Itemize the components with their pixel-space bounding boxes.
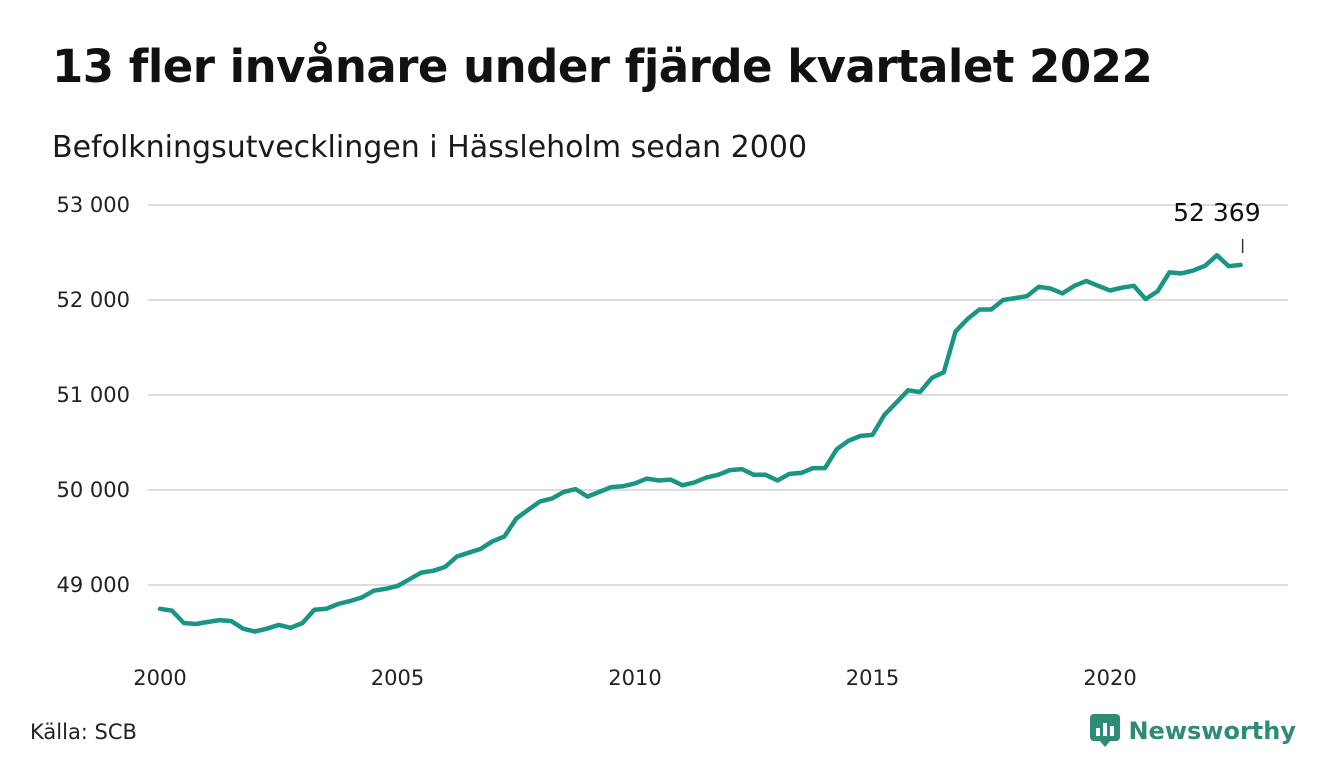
series-group [157,253,1243,634]
gridlines [148,204,1288,586]
chart-bubble-icon [1090,714,1121,747]
y-axis-labels: 49 000 50 000 51 000 52 000 53 000 [57,193,130,597]
brand-logo: Newsworthy [1090,714,1296,748]
y-tick-label: 51 000 [57,383,130,407]
chart-title: 13 fler invånare under fjärde kvartalet … [52,40,1153,93]
x-tick-label: 2020 [1083,666,1136,690]
brand-name: Newsworthy [1128,717,1296,745]
annotation-label: 52 369 [1173,198,1260,227]
series-line [157,253,1243,634]
chart-subtitle: Befolkningsutvecklingen i Hässleholm sed… [52,130,808,165]
annotations: 52 369 [1173,198,1261,253]
source-note: Källa: SCB [30,720,137,744]
y-tick-label: 53 000 [57,193,130,217]
x-tick-label: 2010 [608,666,661,690]
y-tick-label: 52 000 [57,288,130,312]
y-tick-label: 49 000 [57,573,130,597]
x-tick-label: 2015 [846,666,899,690]
x-tick-label: 2000 [133,666,186,690]
y-tick-label: 50 000 [57,478,130,502]
x-axis-labels: 2000 2005 2010 2015 2020 [133,666,1136,690]
x-tick-label: 2005 [371,666,424,690]
